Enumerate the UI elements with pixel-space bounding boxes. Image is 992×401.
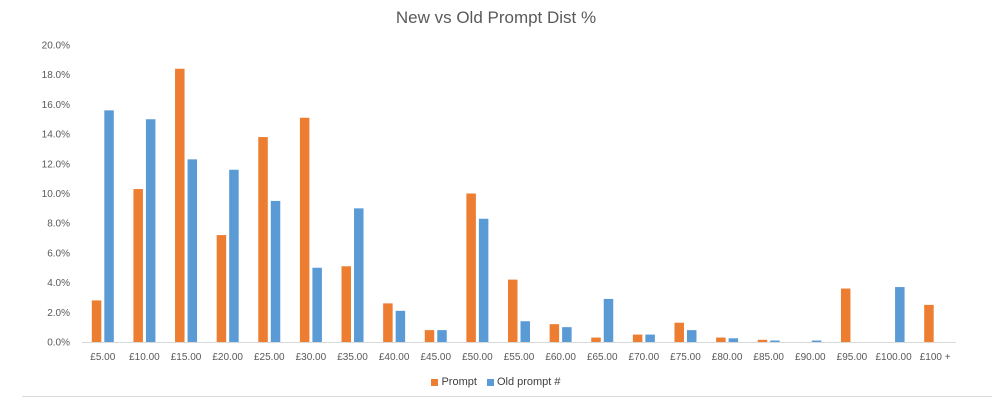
bar-prompt (383, 303, 393, 342)
x-tick-label: £90.00 (795, 352, 826, 363)
bar-old-prompt (270, 200, 281, 342)
bar-old-prompt (478, 218, 489, 342)
bar-old-prompt (770, 340, 780, 342)
y-tick-label: 14.0% (42, 130, 70, 141)
bar-old-prompt (811, 340, 822, 342)
chart-frame-edge (22, 396, 992, 397)
x-tick-label: £75.00 (670, 352, 701, 363)
bar-prompt (341, 266, 352, 342)
legend-item-old-prompt: Old prompt # (486, 376, 561, 388)
y-tick-label: 6.0% (47, 248, 70, 259)
x-tick-label: £100 + (920, 352, 951, 363)
legend-label-prompt: Prompt (441, 376, 477, 388)
x-tick-label: £25.00 (254, 352, 285, 363)
y-tick-label: 12.0% (42, 159, 70, 170)
bar-old-prompt (686, 330, 697, 342)
bar-prompt (632, 334, 643, 342)
x-tick-label: £5.00 (90, 352, 115, 363)
bar-old-prompt (229, 169, 239, 342)
x-tick-label: £40.00 (379, 352, 410, 363)
bar-prompt (258, 137, 268, 342)
x-tick-label: £100.00 (875, 352, 912, 363)
chart-legend: Prompt Old prompt # (0, 376, 992, 388)
x-tick-label: £30.00 (296, 352, 327, 363)
y-tick-label: 20.0% (42, 41, 70, 52)
legend-label-old-prompt: Old prompt # (496, 376, 561, 388)
bar-prompt (591, 337, 601, 342)
x-tick-label: £55.00 (504, 352, 535, 363)
bar-old-prompt (395, 310, 406, 342)
bar-prompt (716, 337, 726, 342)
y-tick-label: 8.0% (47, 219, 70, 230)
x-tick-label: £20.00 (212, 352, 243, 363)
bar-old-prompt (354, 208, 364, 342)
y-tick-label: 16.0% (42, 100, 70, 111)
chart-title: New vs Old Prompt Dist % (395, 8, 597, 27)
legend-swatch-prompt (431, 378, 439, 386)
bar-old-prompt (437, 330, 447, 342)
bar-old-prompt (562, 327, 572, 342)
bar-old-prompt (728, 338, 739, 342)
bar-prompt (175, 68, 185, 342)
bar-prompt (549, 324, 560, 342)
bar-prompt (216, 235, 227, 342)
x-tick-label: £65.00 (587, 352, 618, 363)
bar-old-prompt (520, 321, 530, 342)
bar-old-prompt (145, 119, 156, 342)
x-tick-label: £95.00 (837, 352, 868, 363)
bar-prompt (466, 193, 476, 342)
bar-old-prompt (187, 159, 198, 342)
bar-old-prompt (603, 298, 614, 342)
bar-prompt (133, 189, 143, 342)
y-tick-label: 4.0% (47, 278, 70, 289)
bar-prompt (924, 304, 934, 342)
x-tick-label: £15.00 (171, 352, 202, 363)
legend-swatch-old-prompt (486, 378, 494, 386)
x-tick-label: £60.00 (545, 352, 576, 363)
y-tick-label: 18.0% (42, 70, 70, 81)
x-tick-label: £10.00 (129, 352, 160, 363)
bar-prompt (91, 300, 102, 342)
bar-prompt (424, 330, 435, 342)
x-tick-label: £85.00 (753, 352, 784, 363)
x-tick-label: £45.00 (420, 352, 451, 363)
bar-prompt (674, 322, 684, 342)
x-tick-label: £80.00 (712, 352, 743, 363)
bar-prompt (299, 117, 310, 342)
x-tick-label: £35.00 (337, 352, 368, 363)
bar-prompt (840, 288, 851, 342)
bar-prompt (508, 279, 518, 342)
bar-prompt (757, 339, 768, 342)
y-tick-label: 10.0% (42, 189, 70, 200)
bar-old-prompt (895, 287, 905, 342)
bar-old-prompt (104, 110, 114, 342)
bar-old-prompt (645, 334, 655, 342)
x-tick-label: £50.00 (462, 352, 493, 363)
y-tick-label: 2.0% (47, 308, 70, 319)
x-tick-label: £70.00 (629, 352, 660, 363)
bar-old-prompt (312, 267, 322, 342)
legend-item-prompt: Prompt (431, 376, 477, 388)
y-tick-label: 0.0% (47, 338, 70, 349)
